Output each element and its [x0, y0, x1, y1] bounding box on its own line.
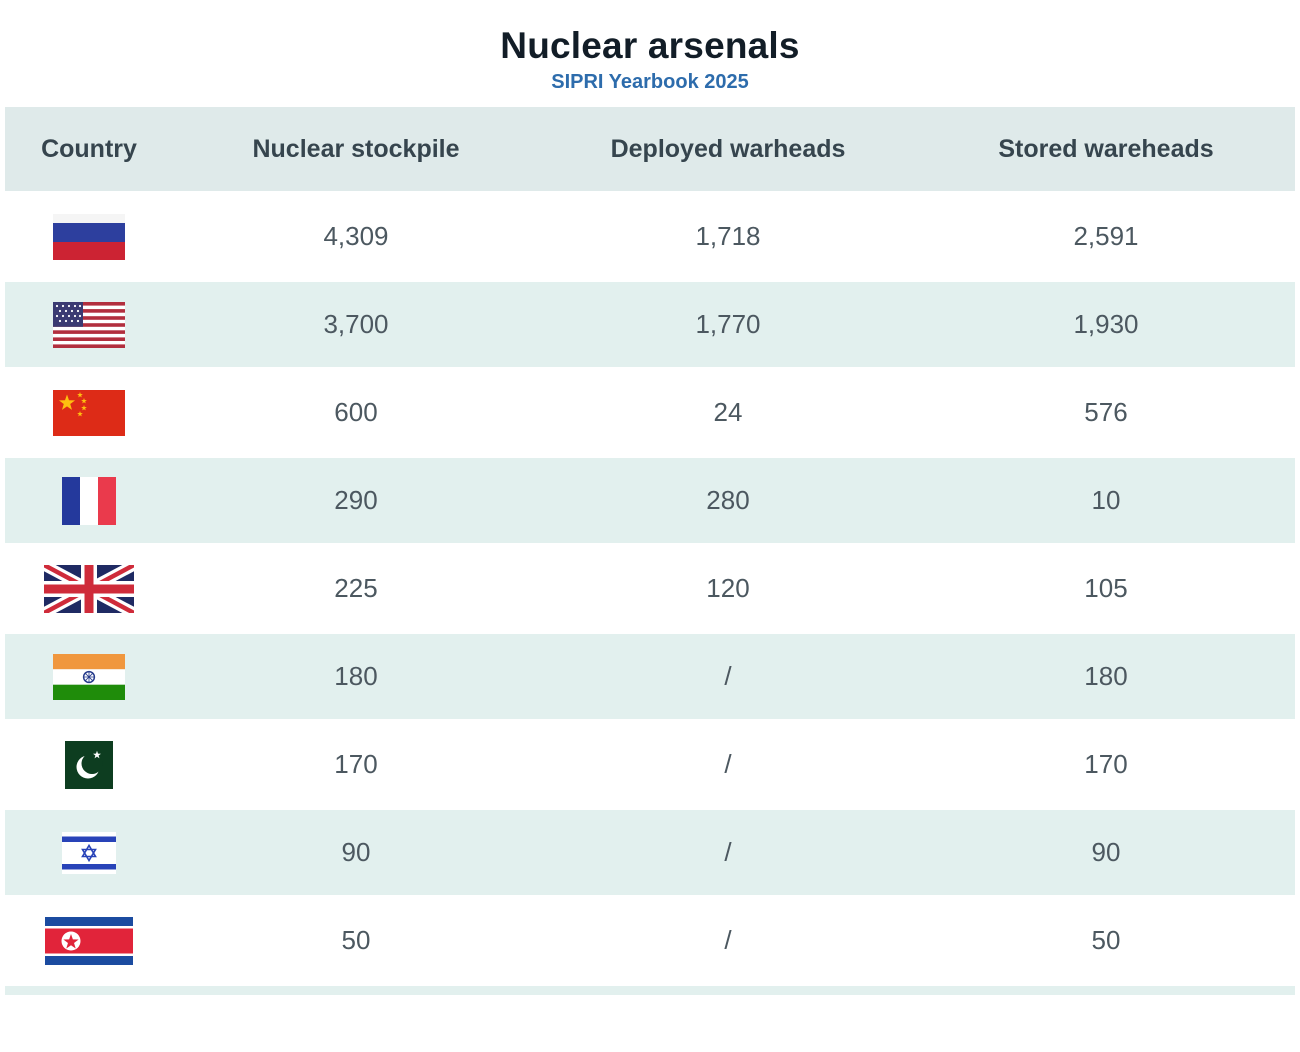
north-korea-flag-icon: [45, 916, 133, 965]
table-row-india: 180 / 180: [5, 631, 1295, 719]
column-header-deployed: Deployed warheads: [610, 134, 846, 163]
stockpile-value: 180: [334, 661, 378, 691]
deployed-value: 120: [706, 573, 750, 603]
table-row-pakistan: 170 / 170: [5, 719, 1295, 807]
deployed-value: /: [724, 837, 732, 867]
table-header-row: Country Nuclear stockpile Deployed warhe…: [5, 107, 1295, 191]
column-header-country: Country: [41, 134, 137, 163]
stored-value: 170: [1084, 749, 1128, 779]
table-row-uk: 225 120 105: [5, 543, 1295, 631]
column-header-stockpile: Nuclear stockpile: [252, 134, 460, 163]
stored-value: 576: [1084, 397, 1128, 427]
stored-value: 10: [1091, 485, 1121, 515]
deployed-value: /: [724, 749, 732, 779]
stockpile-value: 600: [334, 397, 378, 427]
table-row-russia: 4,309 1,718 2,591: [5, 191, 1295, 279]
deployed-value: 280: [706, 485, 750, 515]
stockpile-value: 170: [334, 749, 378, 779]
usa-flag-icon: [53, 301, 125, 348]
page: Nuclear arsenals SIPRI Yearbook 2025 Cou…: [0, 25, 1300, 1052]
page-subtitle: SIPRI Yearbook 2025: [551, 71, 749, 93]
stored-value: 50: [1091, 925, 1121, 955]
stored-value: 180: [1084, 661, 1128, 691]
stockpile-value: 90: [341, 837, 371, 867]
deployed-value: /: [724, 925, 732, 955]
israel-flag-icon: [62, 831, 116, 874]
russia-flag-icon: [53, 213, 125, 260]
stored-value: 90: [1091, 837, 1121, 867]
deployed-value: 1,718: [695, 221, 761, 251]
stored-value: 2,591: [1073, 221, 1139, 251]
table-row-china: 600 24 576: [5, 367, 1295, 455]
stockpile-value: 4,309: [323, 221, 389, 251]
stored-value: 105: [1084, 573, 1128, 603]
deployed-value: 1,770: [695, 309, 761, 339]
france-flag-icon: [62, 476, 116, 525]
stockpile-value: 225: [334, 573, 378, 603]
page-title: Nuclear arsenals: [500, 25, 800, 66]
stockpile-value: 50: [341, 925, 371, 955]
deployed-value: 24: [713, 397, 743, 427]
stockpile-value: 290: [334, 485, 378, 515]
pakistan-flag-icon: [65, 740, 113, 789]
table-row-france: 290 280 10: [5, 455, 1295, 543]
nuclear-arsenals-table: Country Nuclear stockpile Deployed warhe…: [5, 107, 1295, 983]
stockpile-value: 3,700: [323, 309, 389, 339]
table-row-israel: 90 / 90: [5, 807, 1295, 895]
deployed-value: /: [724, 661, 732, 691]
china-flag-icon: [53, 389, 125, 436]
table-row-north-korea: 50 / 50: [5, 895, 1295, 983]
stored-value: 1,930: [1073, 309, 1139, 339]
partial-next-row-strip: [5, 986, 1295, 995]
table-body: 4,309 1,718 2,591: [5, 191, 1295, 983]
column-header-stored: Stored wareheads: [998, 134, 1214, 163]
india-flag-icon: [53, 653, 125, 700]
table-row-usa: 3,700 1,770 1,930: [5, 279, 1295, 367]
uk-flag-icon: [44, 564, 134, 613]
